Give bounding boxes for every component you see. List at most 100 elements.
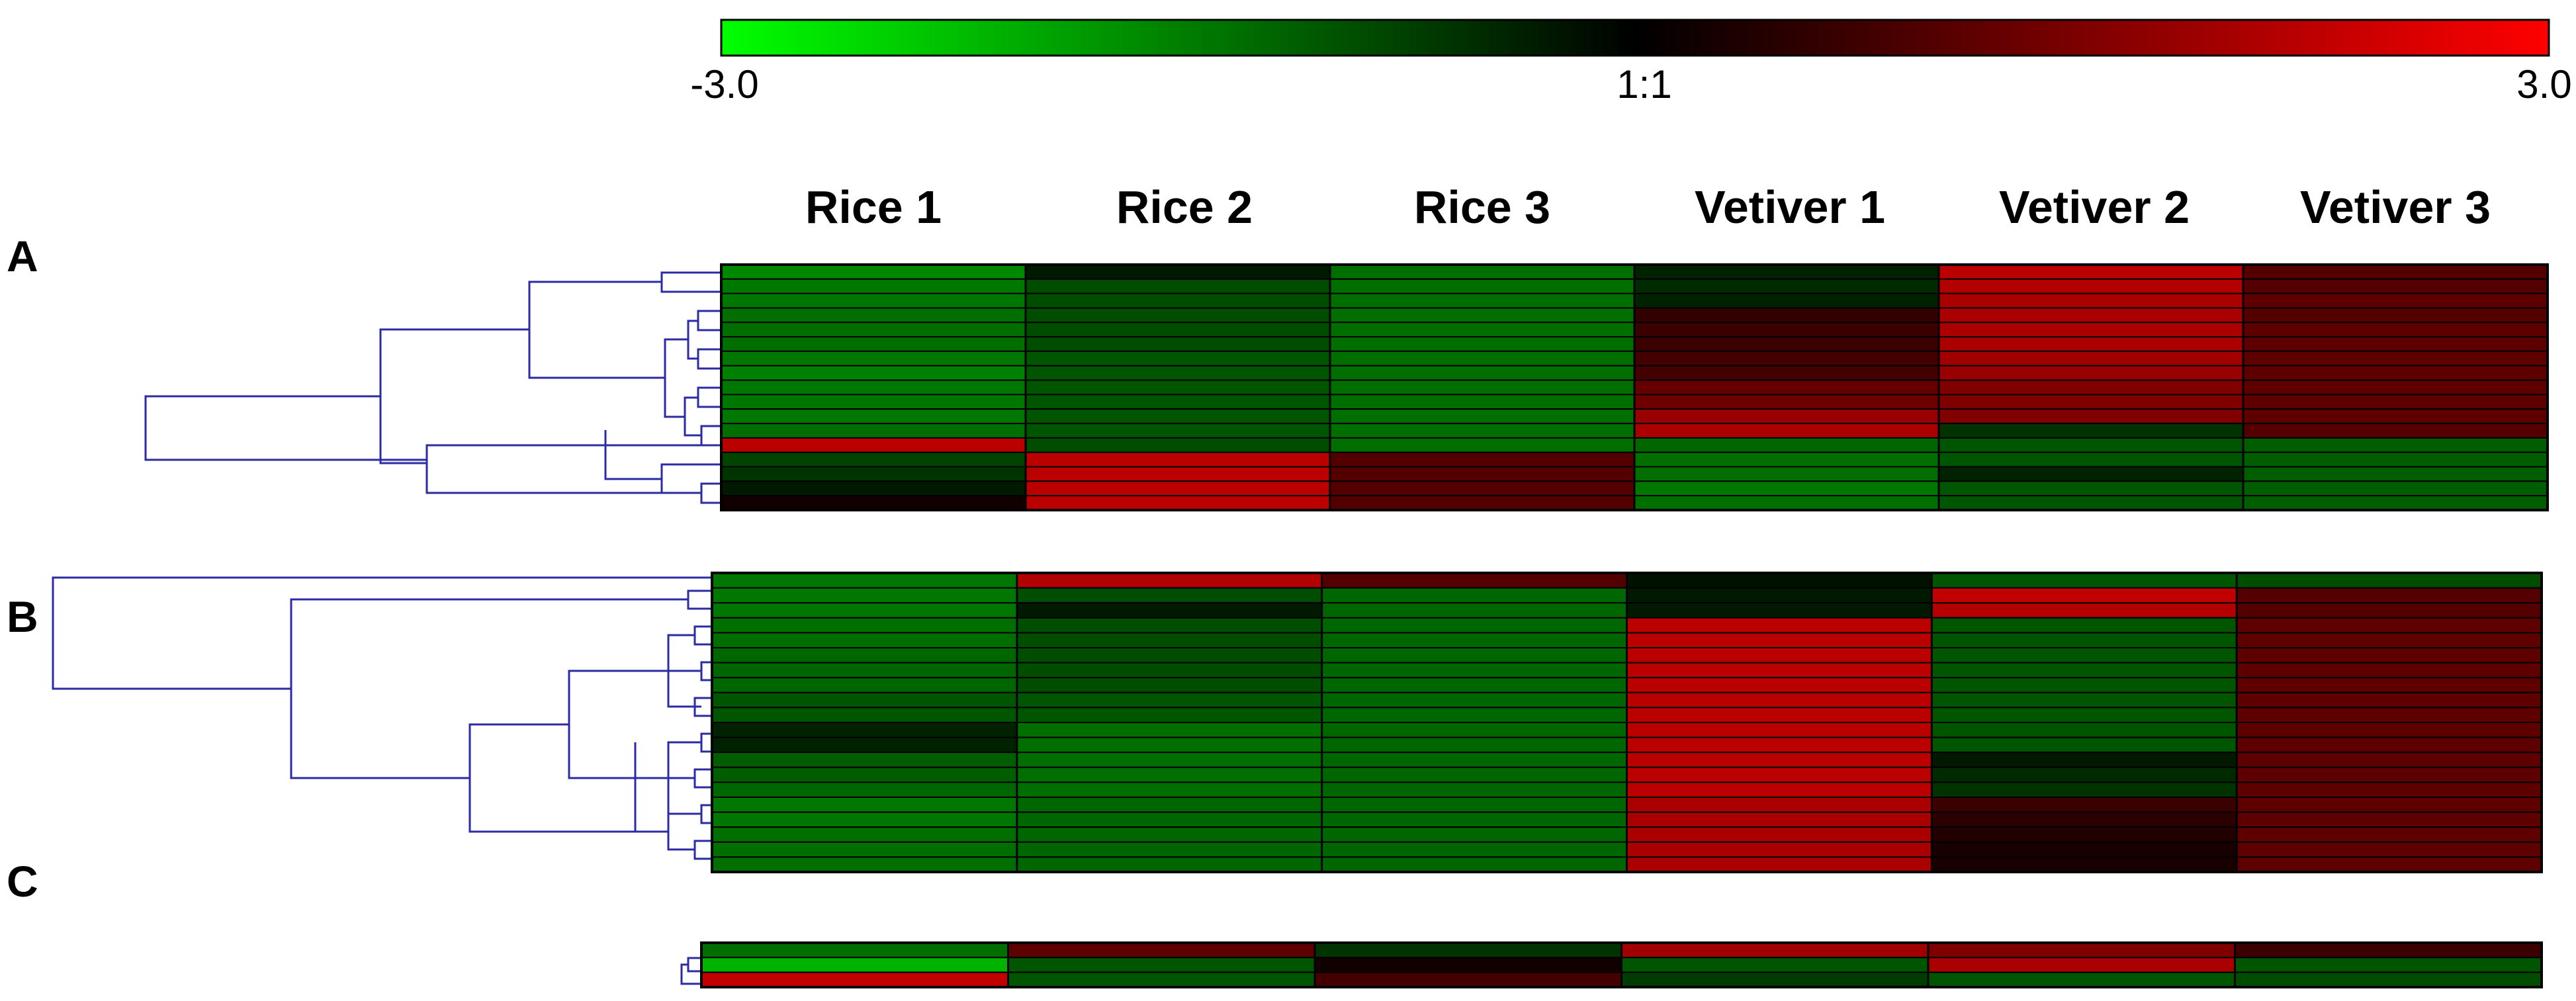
heatmap-cell bbox=[1321, 632, 1628, 649]
heatmap-cell bbox=[1938, 264, 2244, 280]
heatmap-cell bbox=[1321, 781, 1628, 799]
heatmap-cell bbox=[1938, 307, 2244, 324]
heatmap-cell bbox=[1938, 408, 2244, 425]
heatmap-cell bbox=[1016, 587, 1323, 604]
heatmap-cell bbox=[1025, 292, 1331, 309]
heatmap-cell bbox=[1626, 602, 1933, 619]
heatmap-cell bbox=[1626, 766, 1933, 783]
heatmap-cell bbox=[1626, 736, 1933, 754]
heatmap-cell bbox=[2236, 602, 2542, 619]
heatmap-cell bbox=[721, 278, 1026, 294]
heatmap-cell bbox=[1626, 781, 1933, 799]
heatmap-cell bbox=[1321, 691, 1628, 709]
heatmap-cell bbox=[1321, 677, 1628, 693]
heatmap-cell bbox=[1931, 662, 2238, 679]
heatmap-cell bbox=[2236, 691, 2542, 709]
panel-border bbox=[711, 572, 2543, 873]
heatmap-cell bbox=[2236, 781, 2542, 799]
heatmap-cell bbox=[701, 971, 1009, 988]
heatmap-cell bbox=[2236, 617, 2542, 634]
heatmap-cell bbox=[711, 781, 1018, 799]
heatmap-cell bbox=[1938, 278, 2244, 294]
heatmap-cell bbox=[721, 423, 1026, 439]
heatmap-cell bbox=[2234, 971, 2542, 988]
heatmap-cell bbox=[711, 752, 1018, 768]
heatmap-cell bbox=[721, 437, 1026, 453]
heatmap-cell bbox=[1621, 942, 1929, 959]
scale-mid-label: 1:1 bbox=[1617, 62, 1671, 107]
heatmap-cell bbox=[1025, 264, 1331, 280]
heatmap-cell bbox=[1329, 350, 1635, 367]
heatmap-cell bbox=[1634, 379, 1939, 396]
heatmap-cell bbox=[1634, 451, 1939, 468]
heatmap-cell bbox=[1321, 647, 1628, 664]
heatmap-cell bbox=[1025, 336, 1331, 352]
heatmap-cell bbox=[1938, 336, 2244, 352]
heatmap-cell bbox=[1626, 752, 1933, 768]
heatmap-cell bbox=[1321, 617, 1628, 634]
heatmap-cell bbox=[1329, 264, 1635, 280]
heatmap-cell bbox=[1025, 350, 1331, 367]
heatmap-cell bbox=[2243, 365, 2548, 381]
heatmap-cell bbox=[1931, 707, 2238, 724]
heatmap-cell bbox=[1634, 336, 1939, 352]
heatmap-cell bbox=[1016, 752, 1323, 768]
heatmap-cell bbox=[1329, 292, 1635, 309]
heatmap-cell bbox=[1025, 437, 1331, 453]
heatmap-cell bbox=[1931, 602, 2238, 619]
heatmap-cell bbox=[1016, 766, 1323, 783]
heatmap-cell bbox=[1329, 336, 1635, 352]
heatmap-cell bbox=[711, 707, 1018, 724]
column-label: Rice 3 bbox=[1414, 181, 1550, 233]
heatmap-cell bbox=[1626, 662, 1933, 679]
heatmap-cell bbox=[2243, 292, 2548, 309]
heatmap-cell bbox=[2243, 495, 2548, 511]
heatmap-cell bbox=[1626, 707, 1933, 724]
dendrogram-a bbox=[144, 271, 721, 504]
heatmap-cell bbox=[2236, 766, 2542, 783]
heatmap-cell bbox=[1329, 466, 1635, 482]
heatmap-cell bbox=[2234, 942, 2542, 959]
heatmap-cell bbox=[711, 617, 1018, 634]
heatmap-cell bbox=[1016, 677, 1323, 693]
heatmap-cell bbox=[2236, 811, 2542, 828]
heatmap-cell bbox=[721, 451, 1026, 468]
heatmap-cell bbox=[1329, 379, 1635, 396]
heatmap-cell bbox=[1626, 691, 1933, 709]
heatmap-cell bbox=[1931, 766, 2238, 783]
heatmap-cell bbox=[1634, 365, 1939, 381]
heatmap-cell bbox=[1931, 736, 2238, 754]
heatmap-cell bbox=[1621, 971, 1929, 988]
heatmap-cell bbox=[1016, 691, 1323, 709]
heatmap-cell bbox=[1931, 797, 2238, 813]
heatmap-cell bbox=[2236, 677, 2542, 693]
heatmap-cell bbox=[1321, 856, 1628, 873]
column-label: Vetiver 2 bbox=[1999, 181, 2190, 233]
heatmap-cell bbox=[701, 942, 1009, 959]
heatmap-cell bbox=[1016, 647, 1323, 664]
heatmap-cell bbox=[1329, 408, 1635, 425]
heatmap-cell bbox=[1931, 856, 2238, 873]
heatmap-cell bbox=[2236, 797, 2542, 813]
heatmap-cell bbox=[1626, 811, 1933, 828]
heatmap-cell bbox=[721, 379, 1026, 396]
heatmap-cell bbox=[1329, 394, 1635, 410]
heatmap-cell bbox=[1931, 781, 2238, 799]
heatmap-cell bbox=[1025, 278, 1331, 294]
heatmap-cell bbox=[1634, 408, 1939, 425]
heatmap-cell bbox=[1931, 572, 2238, 589]
heatmap-cell bbox=[1016, 736, 1323, 754]
heatmap-cell bbox=[721, 394, 1026, 410]
heatmap-cell bbox=[1626, 841, 1933, 858]
heatmap-cell bbox=[711, 647, 1018, 664]
heatmap-cell bbox=[2236, 736, 2542, 754]
heatmap-cell bbox=[711, 811, 1018, 828]
heatmap-cell bbox=[711, 766, 1018, 783]
heatmap-cell bbox=[2236, 841, 2542, 858]
heatmap-cell bbox=[1016, 707, 1323, 724]
heatmap-cell bbox=[1634, 480, 1939, 497]
heatmap-cell bbox=[1938, 292, 2244, 309]
heatmap-cell bbox=[1931, 587, 2238, 604]
heatmap-cell bbox=[711, 826, 1018, 843]
